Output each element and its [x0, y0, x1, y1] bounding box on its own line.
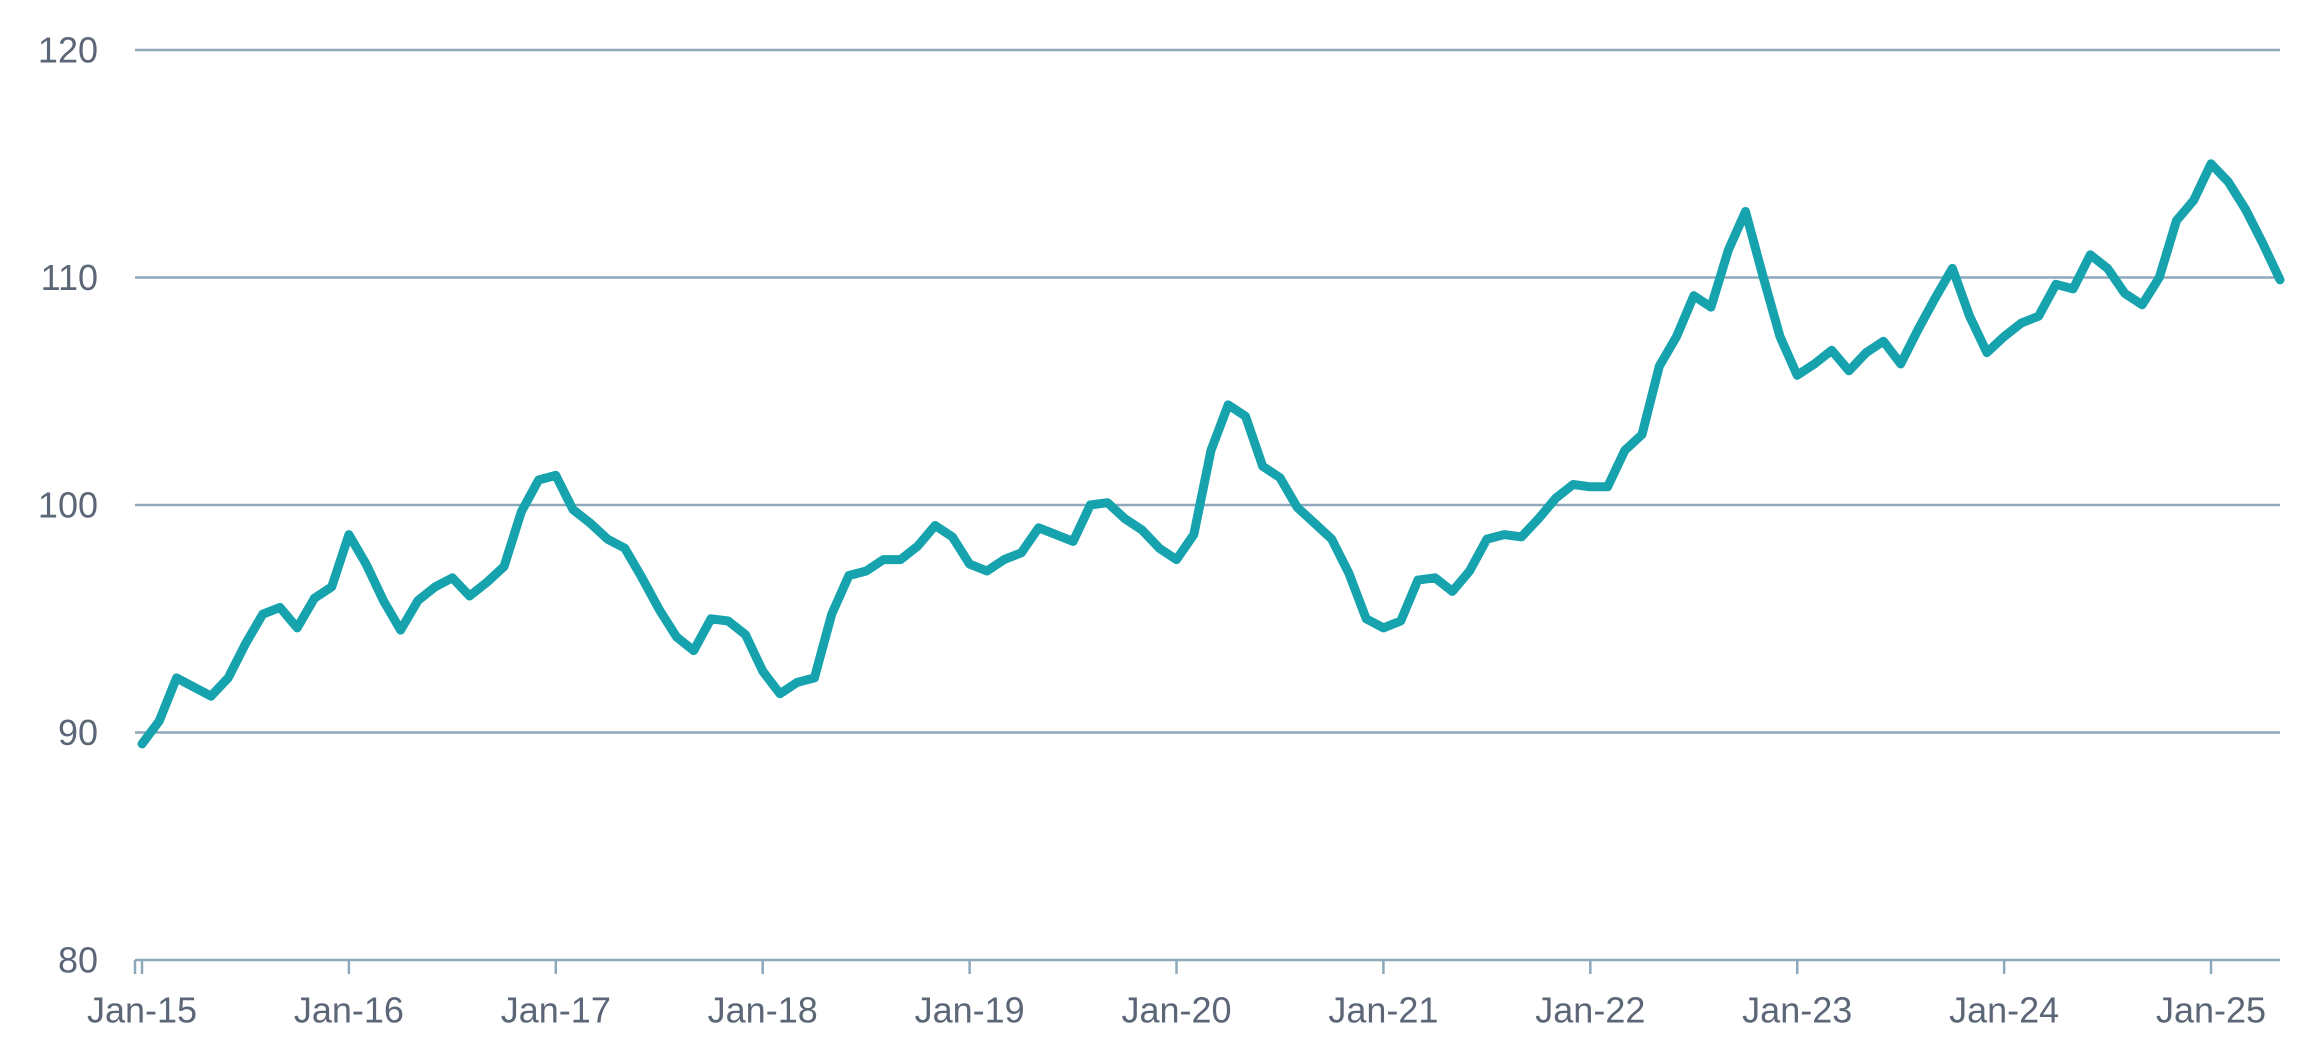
x-axis-ticks: [133, 960, 2213, 974]
y-axis-labels: 80 90 100 110 120: [38, 30, 98, 981]
y-tick-label: 80: [58, 940, 98, 981]
y-tick-label: 100: [38, 485, 98, 526]
x-tick-label: Jan-22: [1535, 990, 1645, 1031]
y-tick-label: 120: [38, 30, 98, 71]
x-tick-label: Jan-25: [2156, 990, 2266, 1031]
x-tick-label: Jan-23: [1742, 990, 1852, 1031]
x-tick-label: Jan-18: [708, 990, 818, 1031]
x-tick-label: Jan-24: [1949, 990, 2059, 1031]
x-axis-labels: Jan-15 Jan-16 Jan-17 Jan-18 Jan-19 Jan-20 Jan-…: [87, 990, 2266, 1031]
x-tick-label: Jan-19: [915, 990, 1025, 1031]
x-tick-label: Jan-20: [1121, 990, 1231, 1031]
y-tick-label: 110: [41, 257, 98, 298]
gridlines: [135, 48, 2280, 734]
series-group: [137, 159, 2285, 749]
x-tick-label: Jan-17: [501, 990, 611, 1031]
series-line-0: [137, 159, 2285, 749]
x-tick-label: Jan-15: [87, 990, 197, 1031]
x-tick-label: Jan-16: [294, 990, 404, 1031]
y-tick-label: 90: [58, 712, 98, 753]
x-tick-label: Jan-21: [1328, 990, 1438, 1031]
